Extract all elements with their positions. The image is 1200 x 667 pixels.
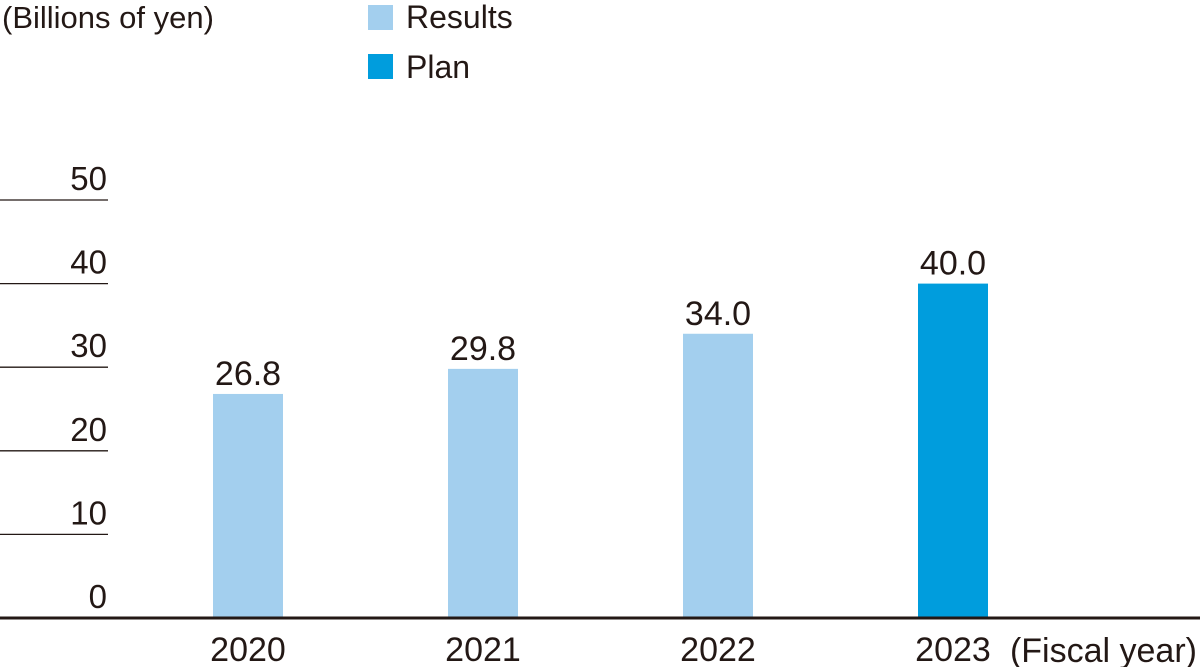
gridlines xyxy=(0,199,108,536)
y-tick-label-0: 0 xyxy=(89,578,107,615)
x-tick-label-2021: 2021 xyxy=(445,631,521,667)
x-tick-label-2023: 2023 xyxy=(915,631,991,667)
data-label-2021: 29.8 xyxy=(450,330,516,368)
y-tick-label-30: 30 xyxy=(70,327,107,364)
bars xyxy=(213,283,988,618)
x-axis-tick-labels: 2020 2021 2022 2023 xyxy=(210,631,991,667)
bar-2022 xyxy=(683,333,753,618)
y-tick-label-40: 40 xyxy=(70,244,107,281)
x-tick-label-2020: 2020 xyxy=(210,631,286,667)
data-labels: 26.8 29.8 34.0 40.0 xyxy=(215,245,986,393)
bar-2023 xyxy=(918,283,988,618)
y-tick-label-50: 50 xyxy=(70,160,107,197)
data-label-2023: 40.0 xyxy=(920,245,986,283)
x-axis-label: (Fiscal year) xyxy=(1010,632,1197,667)
bar-2021 xyxy=(448,368,518,618)
x-tick-label-2022: 2022 xyxy=(680,631,756,667)
bar-2020 xyxy=(213,393,283,618)
data-label-2020: 26.8 xyxy=(215,355,281,393)
legend: Results Plan xyxy=(368,0,513,85)
y-tick-label-20: 20 xyxy=(70,411,107,448)
legend-label-plan: Plan xyxy=(406,49,470,85)
y-axis-unit-label: (Billions of yen) xyxy=(2,0,214,35)
legend-label-results: Results xyxy=(406,0,513,35)
legend-swatch-results xyxy=(368,5,393,30)
y-tick-label-10: 10 xyxy=(70,494,107,531)
data-label-2022: 34.0 xyxy=(685,295,751,333)
legend-swatch-plan xyxy=(368,54,393,79)
y-axis-tick-labels: 0 10 20 30 40 50 xyxy=(70,160,107,615)
